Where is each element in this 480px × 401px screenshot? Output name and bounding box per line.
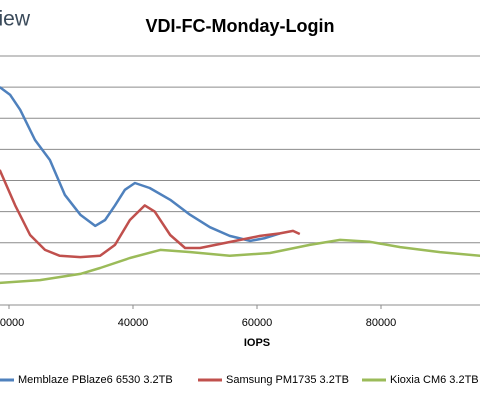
x-tick-label: 40000 xyxy=(118,317,149,329)
series-line xyxy=(0,238,480,285)
chart-title: VDI-FC-Monday-Login xyxy=(146,16,335,36)
legend-label: Memblaze PBlaze6 6530 3.2TB xyxy=(18,374,173,386)
x-axis-label: IOPS xyxy=(244,337,270,349)
legend-label: Kioxia CM6 3.2TB xyxy=(390,374,479,386)
x-tick-label: 60000 xyxy=(242,317,273,329)
x-tick-label: 20000 xyxy=(0,317,24,329)
legend-label: Samsung PM1735 3.2TB xyxy=(226,374,349,386)
x-tick-label: 80000 xyxy=(366,317,397,329)
logo: StorageReview xyxy=(0,8,31,31)
series-line xyxy=(0,169,301,259)
series-line xyxy=(0,86,281,243)
